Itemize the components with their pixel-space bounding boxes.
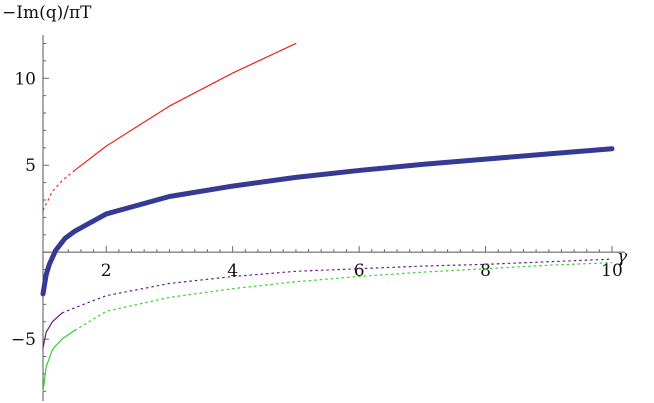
- axes: [42, 35, 625, 401]
- series-1: [42, 42, 297, 211]
- x-tick-label: 4: [227, 261, 238, 281]
- series-2: [40, 146, 615, 297]
- series-3: [42, 258, 613, 349]
- y-axis-title: −Im(q)/πT: [2, 3, 92, 23]
- series-layer: [40, 42, 615, 392]
- series-4-line: [42, 329, 76, 392]
- x-axis-title: γ: [617, 247, 628, 267]
- series-2-line: [40, 146, 615, 297]
- series-1-line: [74, 42, 297, 172]
- x-tick-label: 2: [101, 261, 112, 281]
- ticks: 2 4 6 8 10 −5 5 10: [11, 42, 623, 392]
- y-tick-label: 10: [14, 69, 36, 89]
- y-tick-label: −5: [11, 330, 36, 350]
- y-tick-label: 5: [25, 156, 36, 176]
- series-3-dashed-line: [61, 258, 613, 314]
- series-4-dashed-line: [74, 262, 613, 331]
- series-3-line: [42, 312, 63, 349]
- x-tick-label: 6: [354, 261, 365, 281]
- x-tick-label: 8: [480, 261, 491, 281]
- series-1-dashed-line: [42, 169, 75, 211]
- x-tick-label: 10: [601, 261, 623, 281]
- series-4: [42, 262, 613, 392]
